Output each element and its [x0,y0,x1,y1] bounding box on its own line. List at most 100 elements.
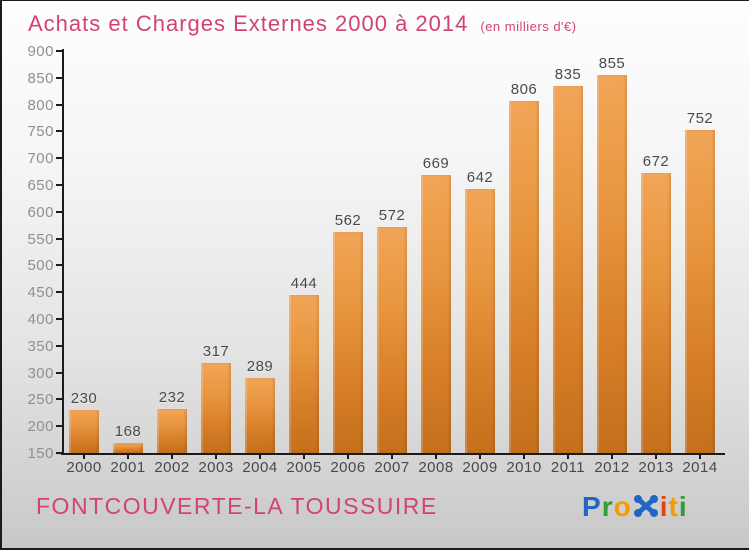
bar-2012 [597,75,627,453]
bar-2001 [113,443,143,453]
x-tick [699,455,701,459]
y-tick [56,184,62,186]
footer-place-name: FONTCOUVERTE-LA TOUSSUIRE [36,493,438,519]
y-tick-label: 450 [27,284,54,302]
chart-title: Achats et Charges Externes 2000 à 2014 [28,11,469,36]
y-tick [56,103,62,106]
y-tick [56,425,62,428]
bar-value-2004: 289 [246,358,274,376]
bar-value-2003: 317 [202,343,230,361]
logo-letter-t: t [668,491,679,522]
x-tick [127,455,129,459]
y-tick-label: 350 [27,337,54,355]
bar-value-2013: 672 [642,153,670,171]
x-tick-label: 2007 [374,459,410,476]
y-tick [56,344,62,347]
y-tick-label: 500 [27,257,54,275]
x-tick [611,455,613,459]
x-tick-label: 2002 [154,459,190,476]
x-tick [215,455,217,459]
x-tick-label: 2013 [638,459,674,476]
x-tick [655,455,657,459]
bar-2002 [157,409,187,453]
y-tick [56,50,62,52]
bar-value-2005: 444 [290,275,318,293]
bar-2004 [245,378,275,453]
y-tick [56,371,62,374]
x-tick [171,455,173,459]
y-tick-label: 150 [27,445,54,462]
bar-2009 [465,189,495,453]
bar-value-2012: 855 [598,55,626,73]
x-tick-label: 2003 [198,459,234,476]
chart-header: Achats et Charges Externes 2000 à 2014 (e… [28,11,577,37]
bar-value-2010: 806 [510,81,538,99]
x-tick [435,455,437,459]
x-tick-label: 2009 [462,459,498,476]
x-tick [523,455,525,459]
y-tick-label: 850 [27,69,54,87]
y-tick [56,76,62,79]
x-tick [567,455,569,459]
x-tick-label: 2001 [110,459,146,476]
bar-2008 [421,174,451,453]
bar-2005 [289,295,319,453]
y-tick-label: 200 [27,418,54,436]
y-tick-label: 400 [27,311,54,328]
bar-value-2011: 835 [554,65,582,83]
y-tick [56,452,62,454]
x-tick-label: 2004 [242,459,278,476]
y-tick [56,264,62,267]
bar-value-2002: 232 [158,389,186,407]
logo-letter-o: o [613,491,632,522]
y-tick-label: 250 [27,391,54,409]
x-tick-label: 2012 [594,459,630,476]
bar-2011 [553,85,583,453]
bar-value-2007: 572 [378,206,406,224]
bar-value-2006: 562 [334,212,362,230]
y-tick [56,291,62,294]
x-tick-label: 2008 [418,459,454,476]
proxiti-logo[interactable]: Pro iti [582,491,688,523]
logo-letter-r: r [601,491,614,522]
bar-2010 [509,101,539,453]
x-tick-label: 2011 [550,459,586,476]
chart-subtitle: (en milliers d'€) [480,19,577,34]
y-tick-label: 800 [27,96,54,114]
bar-2014 [685,130,715,453]
y-axis-line [62,49,64,455]
x-tick [479,455,481,459]
y-tick-label: 300 [27,364,54,382]
x-tick [391,455,393,459]
logo-letter-i: i [678,491,688,522]
bar-value-2014: 752 [686,110,714,128]
x-tick-label: 2006 [330,459,366,476]
bar-2006 [333,232,363,453]
y-tick-label: 600 [27,203,54,221]
y-tick-label: 700 [27,150,54,168]
y-tick [56,398,62,401]
x-tick-label: 2010 [506,459,542,476]
bar-2000 [69,410,99,453]
y-tick [56,210,62,213]
y-tick [56,157,62,160]
logo-x-icon [633,495,658,517]
bar-2013 [641,173,671,453]
logo-letter-i: i [659,491,669,522]
y-tick-label: 900 [27,43,54,60]
bar-value-2009: 642 [466,169,494,187]
x-tick [347,455,349,459]
x-axis-line [61,453,725,455]
y-tick [56,237,62,240]
bar-2007 [377,226,407,453]
x-tick [259,455,261,459]
bar-value-2008: 669 [422,154,450,172]
y-tick-label: 650 [27,177,54,194]
bar-value-2001: 168 [114,423,142,441]
x-tick-label: 2005 [286,459,322,476]
y-tick-label: 550 [27,230,54,248]
x-tick [83,455,85,459]
x-tick-label: 2014 [682,459,718,476]
